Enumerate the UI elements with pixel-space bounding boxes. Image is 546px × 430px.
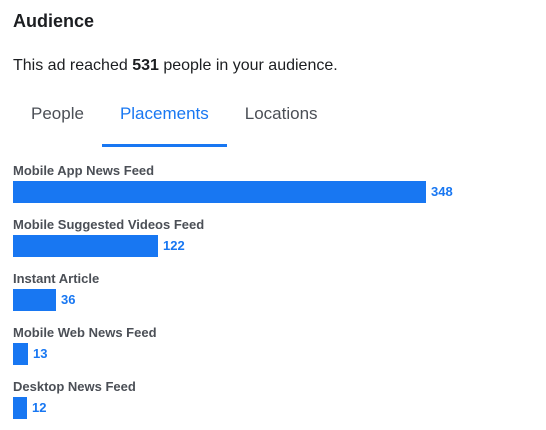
- reach-count: 531: [132, 57, 159, 74]
- bar-label: Mobile App News Feed: [13, 163, 155, 178]
- tab-people[interactable]: People: [13, 94, 102, 146]
- bar-row: Mobile App News Feed 348: [13, 160, 513, 214]
- bar: [13, 343, 28, 365]
- bar-label: Desktop News Feed: [13, 379, 136, 394]
- bar-row: Instant Article 36: [13, 268, 513, 322]
- tab-placements[interactable]: Placements: [101, 94, 227, 147]
- bar-label: Mobile Web News Feed: [13, 325, 157, 340]
- bar-value-label: 348: [431, 184, 453, 199]
- bar-row: Mobile Suggested Videos Feed 122: [13, 214, 513, 268]
- reach-summary: This ad reached 531 people in your audie…: [13, 56, 338, 76]
- tab-people-label: People: [31, 104, 84, 123]
- bar-label: Mobile Suggested Videos Feed: [13, 217, 205, 232]
- audience-title: Audience: [13, 11, 95, 31]
- audience-tabs: People Placements Locations: [13, 94, 336, 148]
- bar: [13, 289, 56, 311]
- bar-value-label: 122: [163, 238, 185, 253]
- bar-value-label: 36: [61, 292, 76, 307]
- bar: [13, 397, 27, 419]
- bar-row: Desktop News Feed 12: [13, 376, 513, 430]
- tab-placements-label: Placements: [119, 104, 209, 123]
- tab-locations-label: Locations: [244, 104, 318, 123]
- tab-underline: [101, 144, 227, 147]
- summary-prefix: This ad reached: [13, 57, 133, 74]
- summary-suffix: people in your audience.: [158, 57, 338, 74]
- bar-value-label: 12: [32, 400, 47, 415]
- bar-label: Instant Article: [13, 271, 100, 286]
- tab-locations[interactable]: Locations: [227, 94, 336, 146]
- bar-row: Mobile Web News Feed 13: [13, 322, 513, 376]
- bar: [13, 235, 158, 257]
- bar: [13, 181, 426, 203]
- bar-value-label: 13: [33, 346, 48, 361]
